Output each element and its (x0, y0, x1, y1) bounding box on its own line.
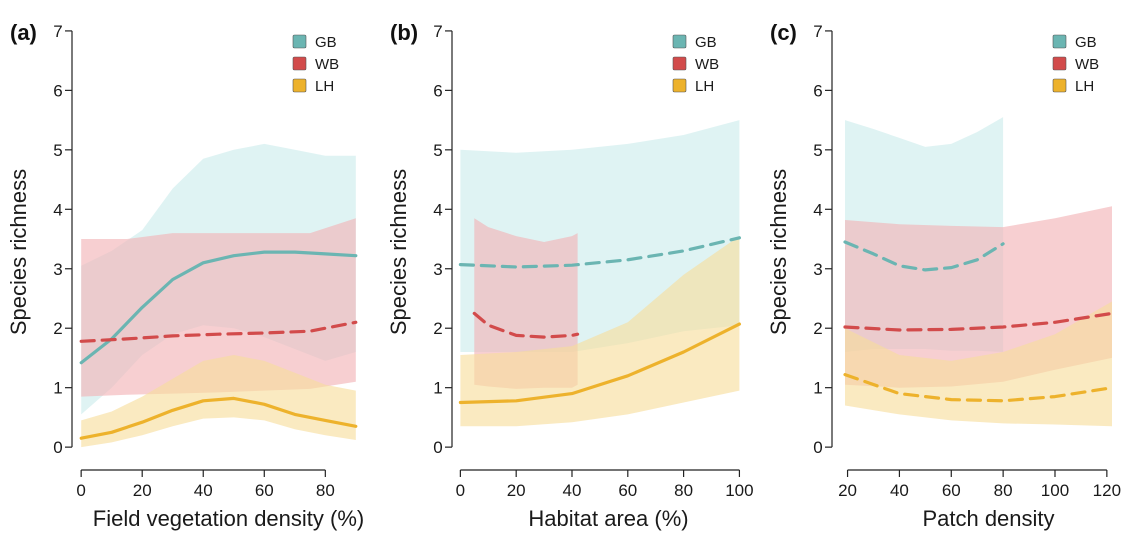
x-tick-label: 40 (194, 481, 213, 500)
y-axis-title: Species richness (6, 169, 31, 335)
x-tick-label: 100 (725, 481, 753, 500)
legend-label-wb: WB (315, 56, 339, 73)
line-wb (79, 320, 358, 343)
x-tick-label: 80 (674, 481, 693, 500)
legend-label-lh: LH (695, 78, 714, 95)
y-tick-label: 0 (53, 438, 62, 457)
legend: GB WB LH (1052, 34, 1099, 95)
y-tick-label: 6 (433, 81, 442, 100)
legend-label-gb: GB (315, 34, 337, 51)
line-lh (843, 373, 1114, 403)
y-tick-label: 3 (813, 260, 822, 279)
x-tick-label: 120 (1093, 481, 1121, 500)
legend-swatch-wb (672, 56, 687, 71)
x-axis-title: Patch density (922, 506, 1054, 531)
x-axis-title: Habitat area (%) (528, 506, 688, 531)
y-tick-label: 7 (433, 22, 442, 41)
line-lh (458, 322, 742, 405)
y-tick-label: 6 (53, 81, 62, 100)
y-tick-label: 5 (433, 141, 442, 160)
y-tick-label: 3 (53, 260, 62, 279)
legend-label-gb: GB (1075, 34, 1097, 51)
y-tick-label: 4 (813, 200, 822, 219)
legend-label-wb: WB (1075, 56, 1099, 73)
band-wb (474, 218, 578, 389)
y-axis-title: Species richness (766, 169, 791, 335)
y-axis-title: Species richness (386, 169, 411, 335)
legend-swatch-gb (672, 34, 687, 49)
legend: GB WB LH (672, 34, 719, 95)
legend-swatch-gb (1052, 34, 1067, 49)
y-tick-label: 4 (433, 200, 442, 219)
y-tick-label: 7 (53, 22, 62, 41)
line-gb (79, 250, 358, 365)
panel-c: 0 1 2 3 4 5 6 7 20 40 60 80 100 120 Patch density Speci… (766, 20, 1121, 531)
x-tick-label: 40 (890, 481, 909, 500)
line-lh (79, 396, 358, 440)
x-tick-label: 20 (838, 481, 857, 500)
x-tick-label: 0 (456, 481, 465, 500)
x-tick-label: 60 (618, 481, 637, 500)
band-lh (460, 236, 740, 427)
x-tick-label: 100 (1041, 481, 1069, 500)
y-tick-label: 1 (433, 379, 442, 398)
y-tick-label: 2 (433, 319, 442, 338)
line-wb (472, 311, 580, 339)
line-gb (458, 236, 742, 269)
panel-label: (c) (770, 20, 797, 45)
line-gb (843, 240, 1005, 272)
x-tick-label: 80 (994, 481, 1013, 500)
x-tick-label: 60 (255, 481, 274, 500)
panel-a: 0 1 2 3 4 5 6 7 0 20 40 60 80 Field vegetation densit… (6, 20, 364, 531)
legend-swatch-lh (672, 78, 687, 93)
legend-swatch-lh (1052, 78, 1067, 93)
x-tick-label: 0 (76, 481, 85, 500)
legend-label-lh: LH (1075, 78, 1094, 95)
y-tick-label: 5 (813, 141, 822, 160)
y-tick-label: 1 (813, 379, 822, 398)
legend-label-gb: GB (695, 34, 717, 51)
y-tick-label: 2 (813, 319, 822, 338)
band-wb (81, 218, 356, 397)
panel-b: 0 1 2 3 4 5 6 7 0 20 40 60 80 100 Habitat area (%) Spec… (386, 20, 754, 531)
y-tick-label: 5 (53, 141, 62, 160)
y-tick-label: 2 (53, 319, 62, 338)
x-tick-label: 40 (563, 481, 582, 500)
panel-label: (b) (390, 20, 418, 45)
line-wb (843, 311, 1114, 332)
legend-swatch-wb (292, 56, 307, 71)
legend-swatch-lh (292, 78, 307, 93)
panel-label: (a) (10, 20, 37, 45)
x-axis-title: Field vegetation density (%) (93, 506, 364, 531)
y-tick-label: 4 (53, 200, 62, 219)
legend-label-lh: LH (315, 78, 334, 95)
y-tick-label: 6 (813, 81, 822, 100)
legend-label-wb: WB (695, 56, 719, 73)
y-tick-label: 7 (813, 22, 822, 41)
y-tick-label: 0 (813, 438, 822, 457)
x-tick-label: 60 (942, 481, 961, 500)
legend-swatch-wb (1052, 56, 1067, 71)
x-tick-label: 20 (507, 481, 526, 500)
x-tick-label: 80 (316, 481, 335, 500)
y-tick-label: 1 (53, 379, 62, 398)
y-tick-label: 3 (433, 260, 442, 279)
legend-swatch-gb (292, 34, 307, 49)
x-tick-label: 20 (133, 481, 152, 500)
y-tick-label: 0 (433, 438, 442, 457)
legend: GB WB LH (292, 34, 339, 95)
